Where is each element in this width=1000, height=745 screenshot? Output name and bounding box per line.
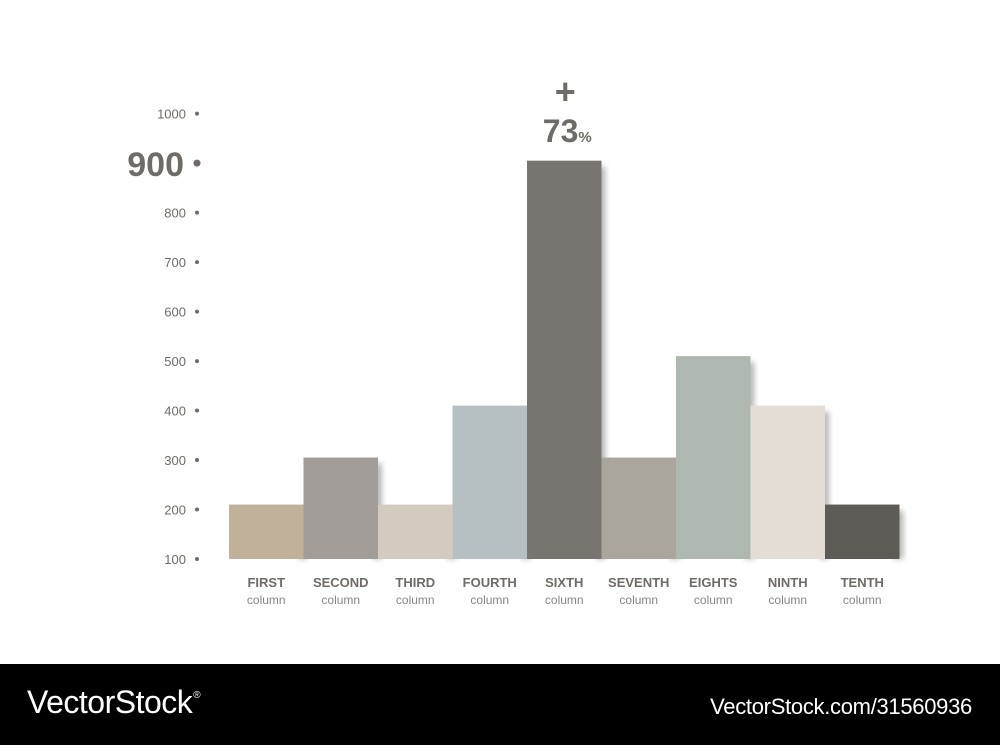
y-tick-dot <box>195 309 199 314</box>
y-tick-label: 600 <box>164 305 186 320</box>
x-tick-label: SIXTH <box>545 575 583 590</box>
bar <box>527 160 602 560</box>
x-tick-label: NINTH <box>768 575 808 590</box>
x-tick-sublabel: column <box>247 593 286 607</box>
footer-stock-id: VectorStock.com/31560936 <box>710 694 972 719</box>
bar <box>676 356 751 559</box>
x-tick-label: SEVENTH <box>608 575 669 590</box>
x-tick-sublabel: column <box>396 593 435 607</box>
x-tick-sublabel: column <box>694 593 733 607</box>
x-tick-sublabel: column <box>768 593 807 607</box>
y-tick-label: 800 <box>164 206 186 221</box>
y-tick-label: 900 <box>127 146 184 184</box>
bar <box>378 504 453 559</box>
footer-bar: VectorStock® VectorStock.com/31560936 <box>0 664 1000 745</box>
annotation-value: 73% <box>543 113 592 149</box>
y-tick-label: 100 <box>164 552 186 567</box>
x-tick-sublabel: column <box>321 593 360 607</box>
x-tick-sublabel: column <box>470 593 509 607</box>
y-tick-label: 300 <box>164 453 186 468</box>
bar <box>601 457 676 559</box>
x-tick-sublabel: column <box>545 593 584 607</box>
footer-brand-mark: ® <box>193 690 201 701</box>
y-tick-label: 1000 <box>157 107 186 122</box>
y-tick-label: 400 <box>164 404 186 419</box>
bars <box>229 160 900 560</box>
y-tick-dot <box>195 260 199 265</box>
y-tick-dot <box>195 359 199 364</box>
bar <box>303 457 378 559</box>
x-tick-label: FIRST <box>247 575 285 590</box>
y-tick-dot <box>195 408 199 413</box>
y-tick-dot <box>195 458 199 463</box>
bar <box>452 405 527 559</box>
y-tick-label: 500 <box>164 354 186 369</box>
footer-brand-text: VectorStock <box>27 684 193 720</box>
annotation-sign: + <box>555 71 576 112</box>
y-tick-dot <box>195 111 199 116</box>
bar <box>750 405 825 559</box>
x-tick-label: EIGHTS <box>689 575 738 590</box>
x-axis-labels: FIRST column SECOND column THIRD column FOURTH… <box>247 575 884 607</box>
x-tick-label: THIRD <box>395 575 435 590</box>
x-tick-label: TENTH <box>841 575 884 590</box>
y-axis: 100 200 300 400 500 600 700 800 900 1000 <box>127 107 201 567</box>
x-tick-sublabel: column <box>843 593 882 607</box>
y-tick-dot <box>193 159 201 167</box>
y-tick-label: 700 <box>164 255 186 270</box>
annotation-unit: % <box>578 129 591 146</box>
bar-chart: 100 200 300 400 500 600 700 800 900 1000 FIRST col… <box>127 71 904 607</box>
footer-brand: VectorStock® <box>27 684 201 721</box>
y-tick-dot <box>195 557 199 561</box>
y-tick-dot <box>195 507 199 512</box>
x-tick-label: FOURTH <box>463 575 517 590</box>
bar-annotation: +73% <box>543 71 592 149</box>
y-tick-dot <box>195 210 199 215</box>
x-tick-label: SECOND <box>313 575 369 590</box>
y-tick-label: 200 <box>164 503 186 518</box>
x-tick-sublabel: column <box>619 593 658 607</box>
bar <box>229 504 304 559</box>
bar <box>825 504 900 559</box>
